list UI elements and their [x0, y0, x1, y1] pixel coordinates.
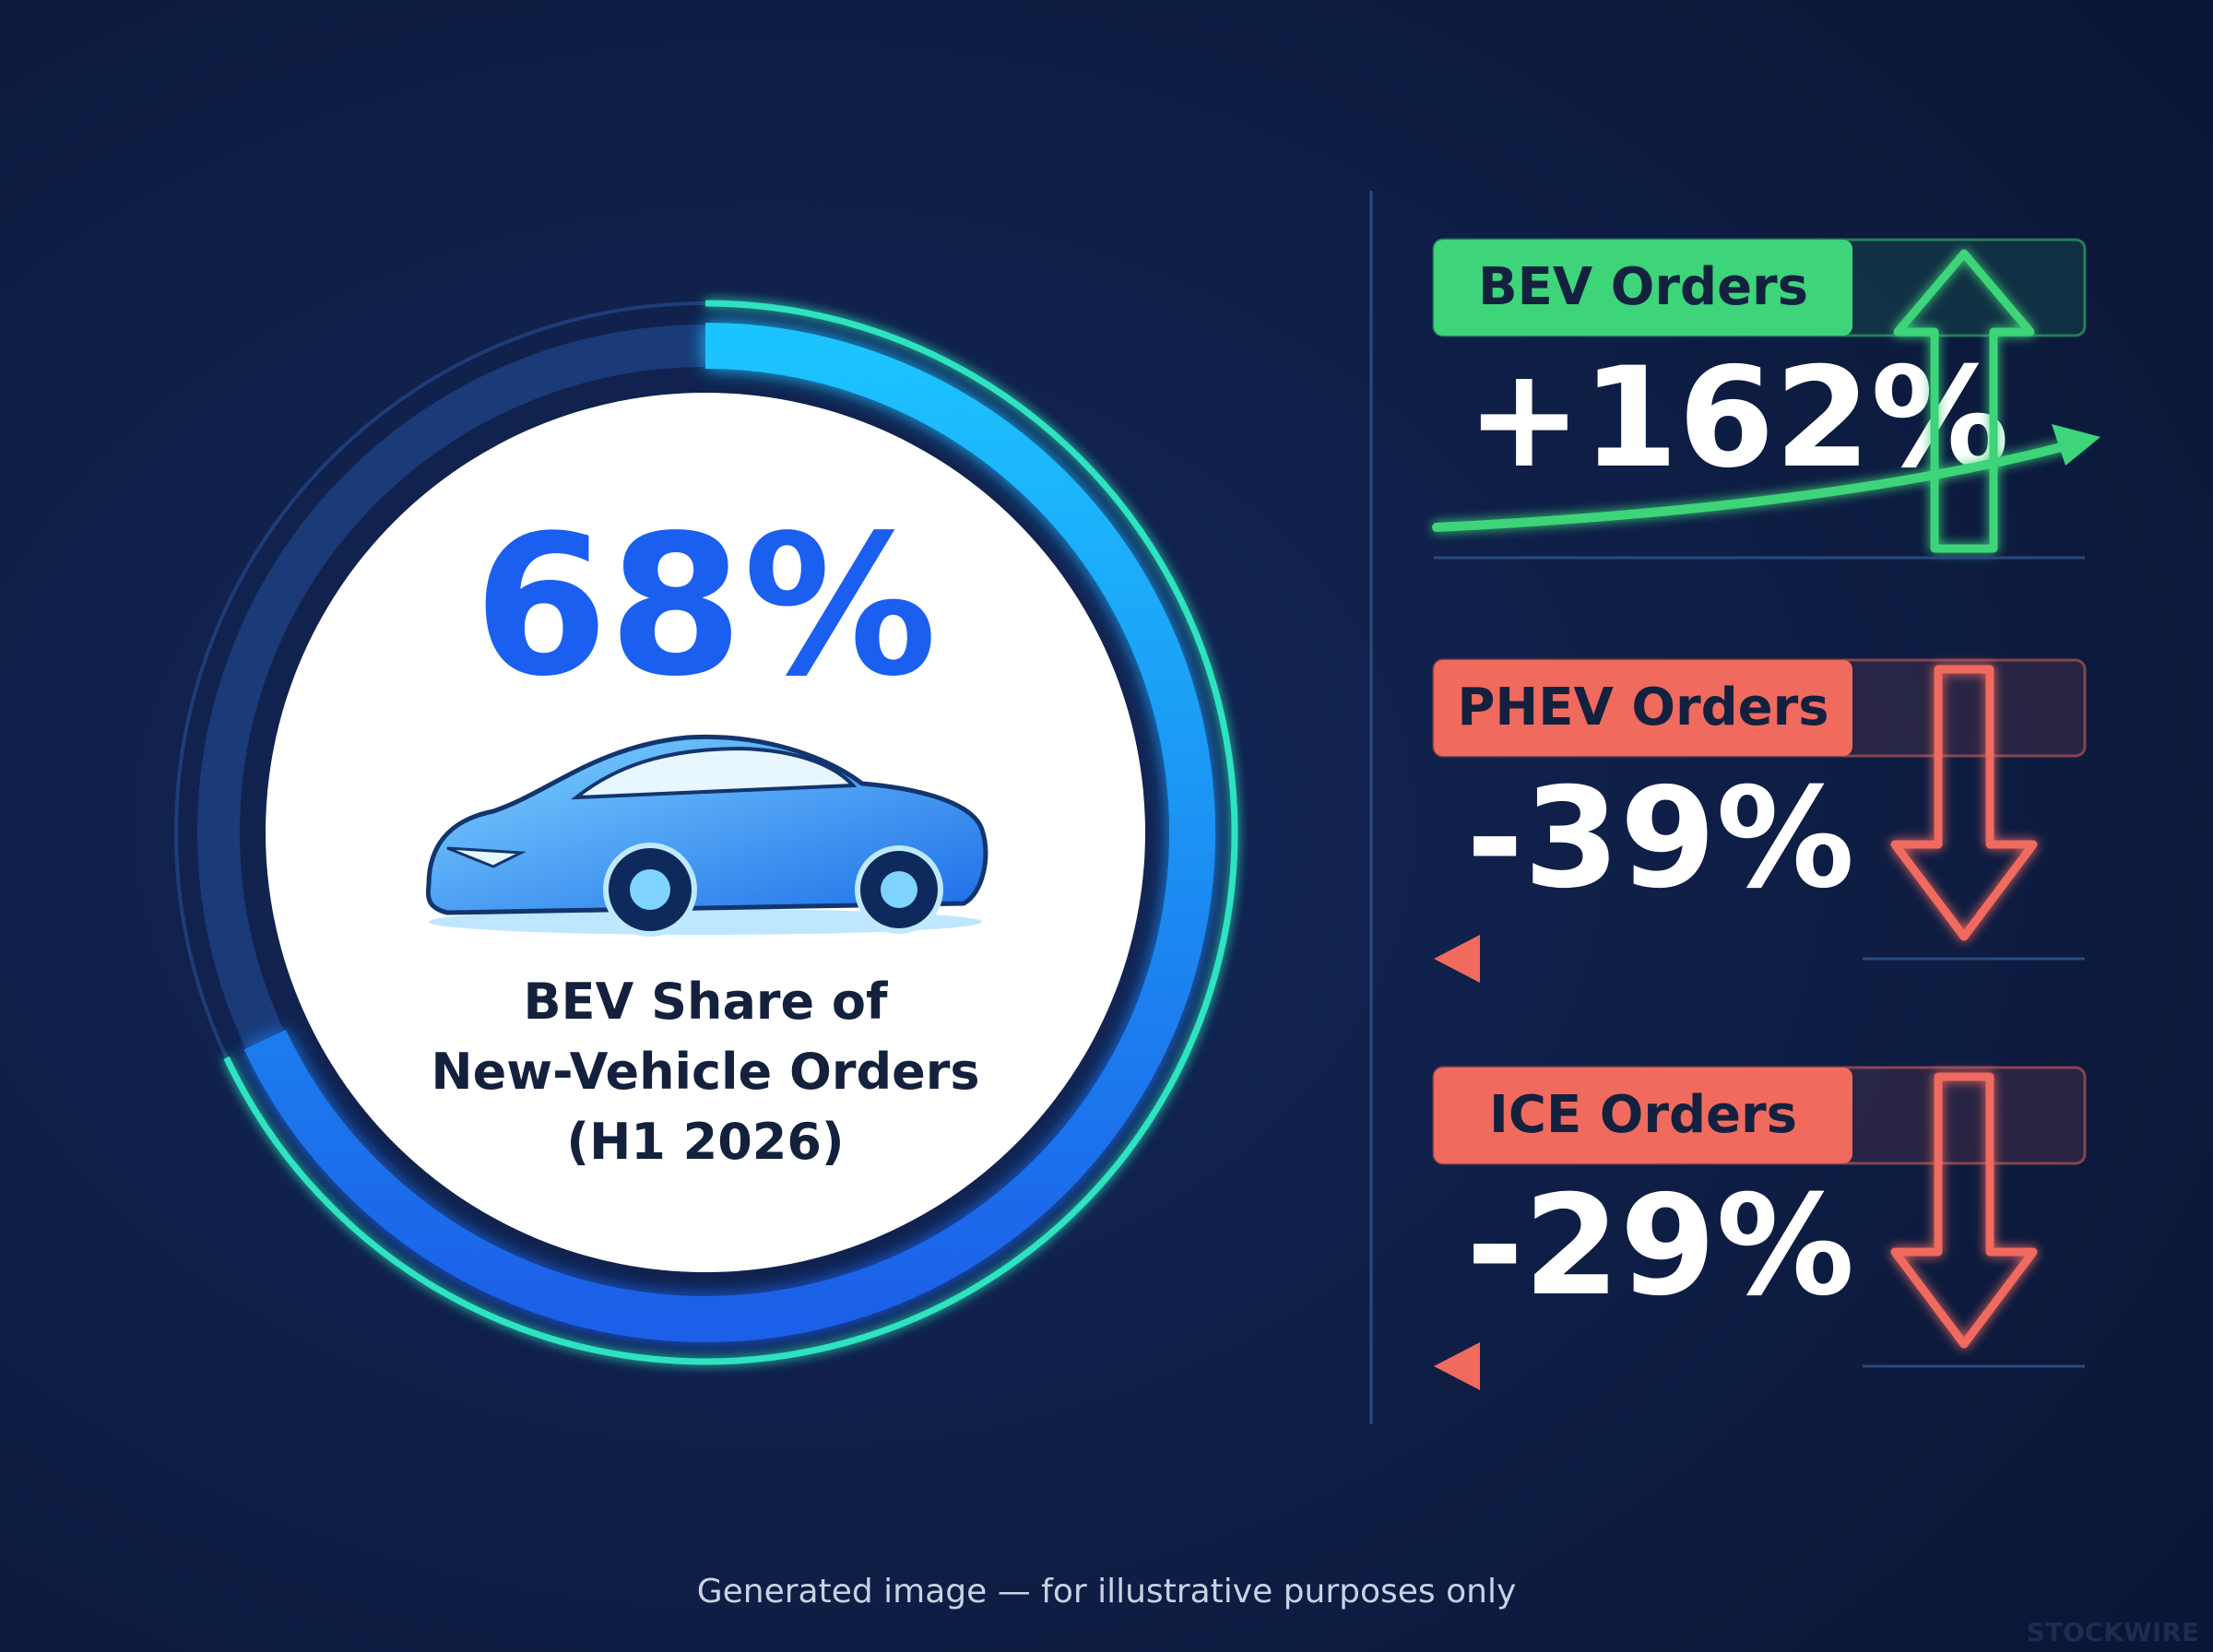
metric-label: ICE Orders	[1489, 1085, 1797, 1145]
share-arc	[243, 323, 1216, 1342]
metric-change: +162%	[1466, 338, 2009, 499]
share-arc-outline	[223, 300, 1238, 1365]
trend-arrow-up	[1893, 249, 2035, 553]
trend-head	[2052, 424, 2101, 466]
caption-line: BEV Share of	[523, 973, 888, 1031]
car-illustration	[425, 734, 988, 937]
metric-change: -29%	[1466, 1166, 1854, 1327]
metric-label-box	[1434, 1068, 1852, 1163]
metric-label-box	[1434, 660, 1852, 756]
trend-head	[1434, 935, 1480, 983]
gauge	[223, 300, 1238, 1365]
metrics: BEV Orders +162% PHEV Orders -39% ICE Orders…	[1432, 238, 2101, 1390]
trend-arrow-down	[1890, 665, 2038, 941]
caption-line: New-Vehicle Orders	[431, 1043, 979, 1101]
caption-line: (H1 2026)	[566, 1113, 844, 1171]
metric-change: -39%	[1466, 759, 1854, 919]
trend-head	[1434, 1342, 1480, 1390]
trend-arrow-down	[1890, 1072, 2038, 1349]
watermark: STOCKWIRE	[2027, 1617, 2199, 1647]
footer-note: Generated image — for illustrative purpo…	[697, 1573, 1517, 1611]
trend-line	[1432, 438, 2084, 532]
caption: BEV Share of New-Vehicle Orders (H1 2026)	[431, 973, 979, 1171]
share-value: 68%	[474, 493, 938, 719]
metric-label-box	[1434, 240, 1852, 336]
metric-label: BEV Orders	[1478, 257, 1808, 317]
metric-label: PHEV Orders	[1457, 678, 1828, 738]
